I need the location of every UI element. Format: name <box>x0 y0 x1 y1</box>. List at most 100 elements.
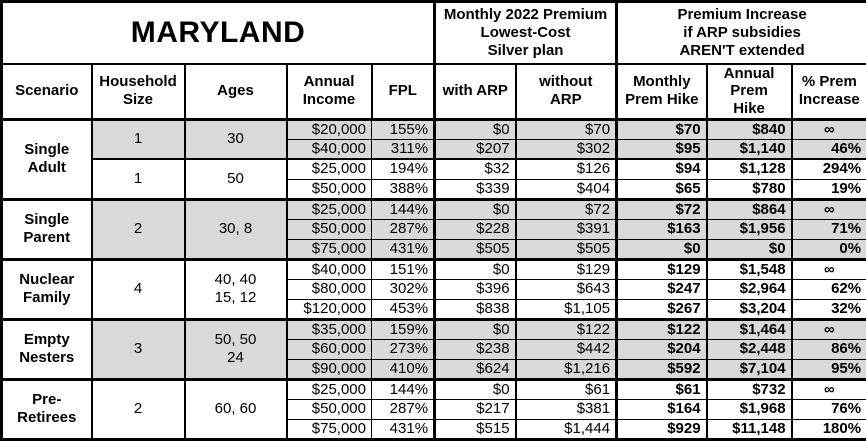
column-header-monthly-prem-hike: Monthly Prem Hike <box>617 64 707 120</box>
annual-income-cell: $20,000 <box>287 119 372 139</box>
household-size-cell: 2 <box>92 199 185 259</box>
fpl-cell: 453% <box>372 299 435 319</box>
pct-prem-increase-cell: 62% <box>792 279 866 299</box>
without-arp-premium-cell: $61 <box>516 379 617 399</box>
pct-prem-increase-cell: 19% <box>792 179 866 199</box>
pct-prem-increase-cell: 46% <box>792 139 866 159</box>
annual-income-cell: $75,000 <box>287 419 372 439</box>
monthly-prem-hike-cell: $129 <box>617 259 707 279</box>
ages-cell: 40, 40 15, 12 <box>185 259 287 319</box>
annual-prem-hike-cell: $1,140 <box>707 139 792 159</box>
scenario-cell: Nuclear Family <box>2 259 92 319</box>
monthly-prem-hike-cell: $592 <box>617 359 707 379</box>
annual-prem-hike-cell: $1,548 <box>707 259 792 279</box>
annual-prem-hike-cell: $3,204 <box>707 299 792 319</box>
with-arp-premium-cell: $207 <box>435 139 516 159</box>
without-arp-premium-cell: $404 <box>516 179 617 199</box>
annual-income-cell: $35,000 <box>287 319 372 339</box>
pct-prem-increase-cell: 86% <box>792 339 866 359</box>
with-arp-premium-cell: $0 <box>435 259 516 279</box>
fpl-cell: 431% <box>372 239 435 259</box>
pct-prem-increase-cell: 71% <box>792 219 866 239</box>
with-arp-premium-cell: $32 <box>435 159 516 179</box>
annual-prem-hike-cell: $2,448 <box>707 339 792 359</box>
ages-cell: 30 <box>185 119 287 159</box>
with-arp-premium-cell: $505 <box>435 239 516 259</box>
pct-prem-increase-cell: 95% <box>792 359 866 379</box>
without-arp-premium-cell: $1,444 <box>516 419 617 439</box>
fpl-cell: 159% <box>372 319 435 339</box>
scenario-cell: Single Adult <box>2 119 92 199</box>
with-arp-premium-cell: $515 <box>435 419 516 439</box>
pct-prem-increase-cell: 76% <box>792 399 866 419</box>
ages-cell: 30, 8 <box>185 199 287 259</box>
annual-income-cell: $75,000 <box>287 239 372 259</box>
column-header-ages: Ages <box>185 64 287 120</box>
monthly-prem-hike-cell: $72 <box>617 199 707 219</box>
without-arp-premium-cell: $129 <box>516 259 617 279</box>
pct-prem-increase-cell: ∞ <box>792 199 866 219</box>
monthly-prem-hike-cell: $95 <box>617 139 707 159</box>
monthly-prem-hike-cell: $65 <box>617 179 707 199</box>
without-arp-premium-cell: $505 <box>516 239 617 259</box>
column-header-household-size: Household Size <box>92 64 185 120</box>
monthly-prem-hike-cell: $247 <box>617 279 707 299</box>
annual-income-cell: $25,000 <box>287 199 372 219</box>
annual-prem-hike-cell: $864 <box>707 199 792 219</box>
fpl-cell: 144% <box>372 379 435 399</box>
increase-section-header: Premium Increase if ARP subsidies AREN'T… <box>617 2 866 64</box>
without-arp-premium-cell: $1,216 <box>516 359 617 379</box>
annual-income-cell: $90,000 <box>287 359 372 379</box>
scenario-cell: Empty Nesters <box>2 319 92 379</box>
monthly-prem-hike-cell: $267 <box>617 299 707 319</box>
fpl-cell: 388% <box>372 179 435 199</box>
pct-prem-increase-cell: ∞ <box>792 379 866 399</box>
scenario-cell: Single Parent <box>2 199 92 259</box>
fpl-cell: 410% <box>372 359 435 379</box>
with-arp-premium-cell: $0 <box>435 379 516 399</box>
annual-prem-hike-cell: $2,964 <box>707 279 792 299</box>
annual-prem-hike-cell: $732 <box>707 379 792 399</box>
column-header-pct-prem-increase: % Prem Increase <box>792 64 866 120</box>
with-arp-premium-cell: $624 <box>435 359 516 379</box>
pct-prem-increase-cell: 0% <box>792 239 866 259</box>
with-arp-premium-cell: $228 <box>435 219 516 239</box>
annual-income-cell: $50,000 <box>287 179 372 199</box>
without-arp-premium-cell: $643 <box>516 279 617 299</box>
annual-income-cell: $25,000 <box>287 379 372 399</box>
annual-income-cell: $50,000 <box>287 219 372 239</box>
monthly-prem-hike-cell: $0 <box>617 239 707 259</box>
fpl-cell: 287% <box>372 219 435 239</box>
annual-income-cell: $80,000 <box>287 279 372 299</box>
monthly-prem-hike-cell: $929 <box>617 419 707 439</box>
without-arp-premium-cell: $72 <box>516 199 617 219</box>
without-arp-premium-cell: $302 <box>516 139 617 159</box>
scenario-cell: Pre- Retirees <box>2 379 92 439</box>
annual-prem-hike-cell: $840 <box>707 119 792 139</box>
monthly-prem-hike-cell: $163 <box>617 219 707 239</box>
without-arp-premium-cell: $442 <box>516 339 617 359</box>
household-size-cell: 1 <box>92 119 185 159</box>
pct-prem-increase-cell: 32% <box>792 299 866 319</box>
column-header-with-arp: with ARP <box>435 64 516 120</box>
column-header-annual-prem-hike: Annual Prem Hike <box>707 64 792 120</box>
annual-prem-hike-cell: $1,128 <box>707 159 792 179</box>
column-header-row: Scenario Household Size Ages Annual Inco… <box>2 64 866 120</box>
column-header-annual-income: Annual Income <box>287 64 372 120</box>
monthly-prem-hike-cell: $164 <box>617 399 707 419</box>
fpl-cell: 194% <box>372 159 435 179</box>
monthly-prem-hike-cell: $204 <box>617 339 707 359</box>
pct-prem-increase-cell: ∞ <box>792 259 866 279</box>
with-arp-premium-cell: $238 <box>435 339 516 359</box>
ages-cell: 50, 50 24 <box>185 319 287 379</box>
with-arp-premium-cell: $0 <box>435 119 516 139</box>
with-arp-premium-cell: $396 <box>435 279 516 299</box>
with-arp-premium-cell: $838 <box>435 299 516 319</box>
monthly-prem-hike-cell: $61 <box>617 379 707 399</box>
top-header-row: MARYLAND Monthly 2022 Premium Lowest-Cos… <box>2 2 866 64</box>
